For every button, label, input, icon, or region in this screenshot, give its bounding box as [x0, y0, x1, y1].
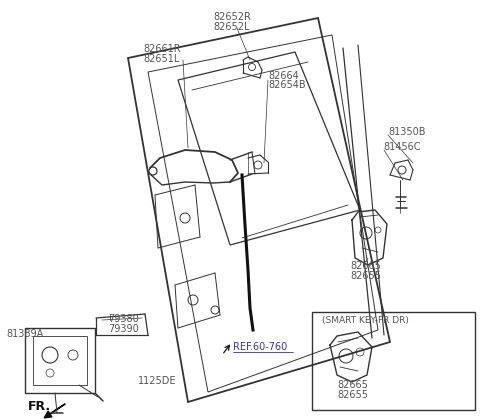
Text: 82652R: 82652R — [213, 12, 251, 22]
Text: FR.: FR. — [28, 400, 51, 413]
Text: 79380: 79380 — [108, 314, 139, 324]
Text: (SMART KEY-FR DR): (SMART KEY-FR DR) — [322, 316, 409, 325]
Text: 82661R: 82661R — [143, 44, 180, 54]
FancyArrow shape — [44, 404, 65, 418]
Text: 81456C: 81456C — [383, 142, 420, 152]
Text: 81350B: 81350B — [388, 127, 425, 137]
Text: 79390: 79390 — [108, 324, 139, 334]
Text: 82655: 82655 — [350, 271, 381, 281]
Text: 82655: 82655 — [337, 390, 369, 400]
Text: REF.60-760: REF.60-760 — [233, 342, 287, 352]
Text: 81389A: 81389A — [6, 329, 43, 339]
Text: 82654B: 82654B — [268, 80, 306, 90]
Text: 82665: 82665 — [350, 261, 381, 271]
Bar — [312, 312, 475, 410]
Bar — [25, 328, 95, 393]
Bar — [33, 336, 87, 385]
Text: 82651L: 82651L — [143, 54, 180, 64]
Text: 82652L: 82652L — [213, 22, 250, 32]
Text: 82664: 82664 — [268, 71, 299, 81]
Text: 1125DE: 1125DE — [138, 376, 177, 386]
Text: 82665: 82665 — [337, 380, 369, 390]
